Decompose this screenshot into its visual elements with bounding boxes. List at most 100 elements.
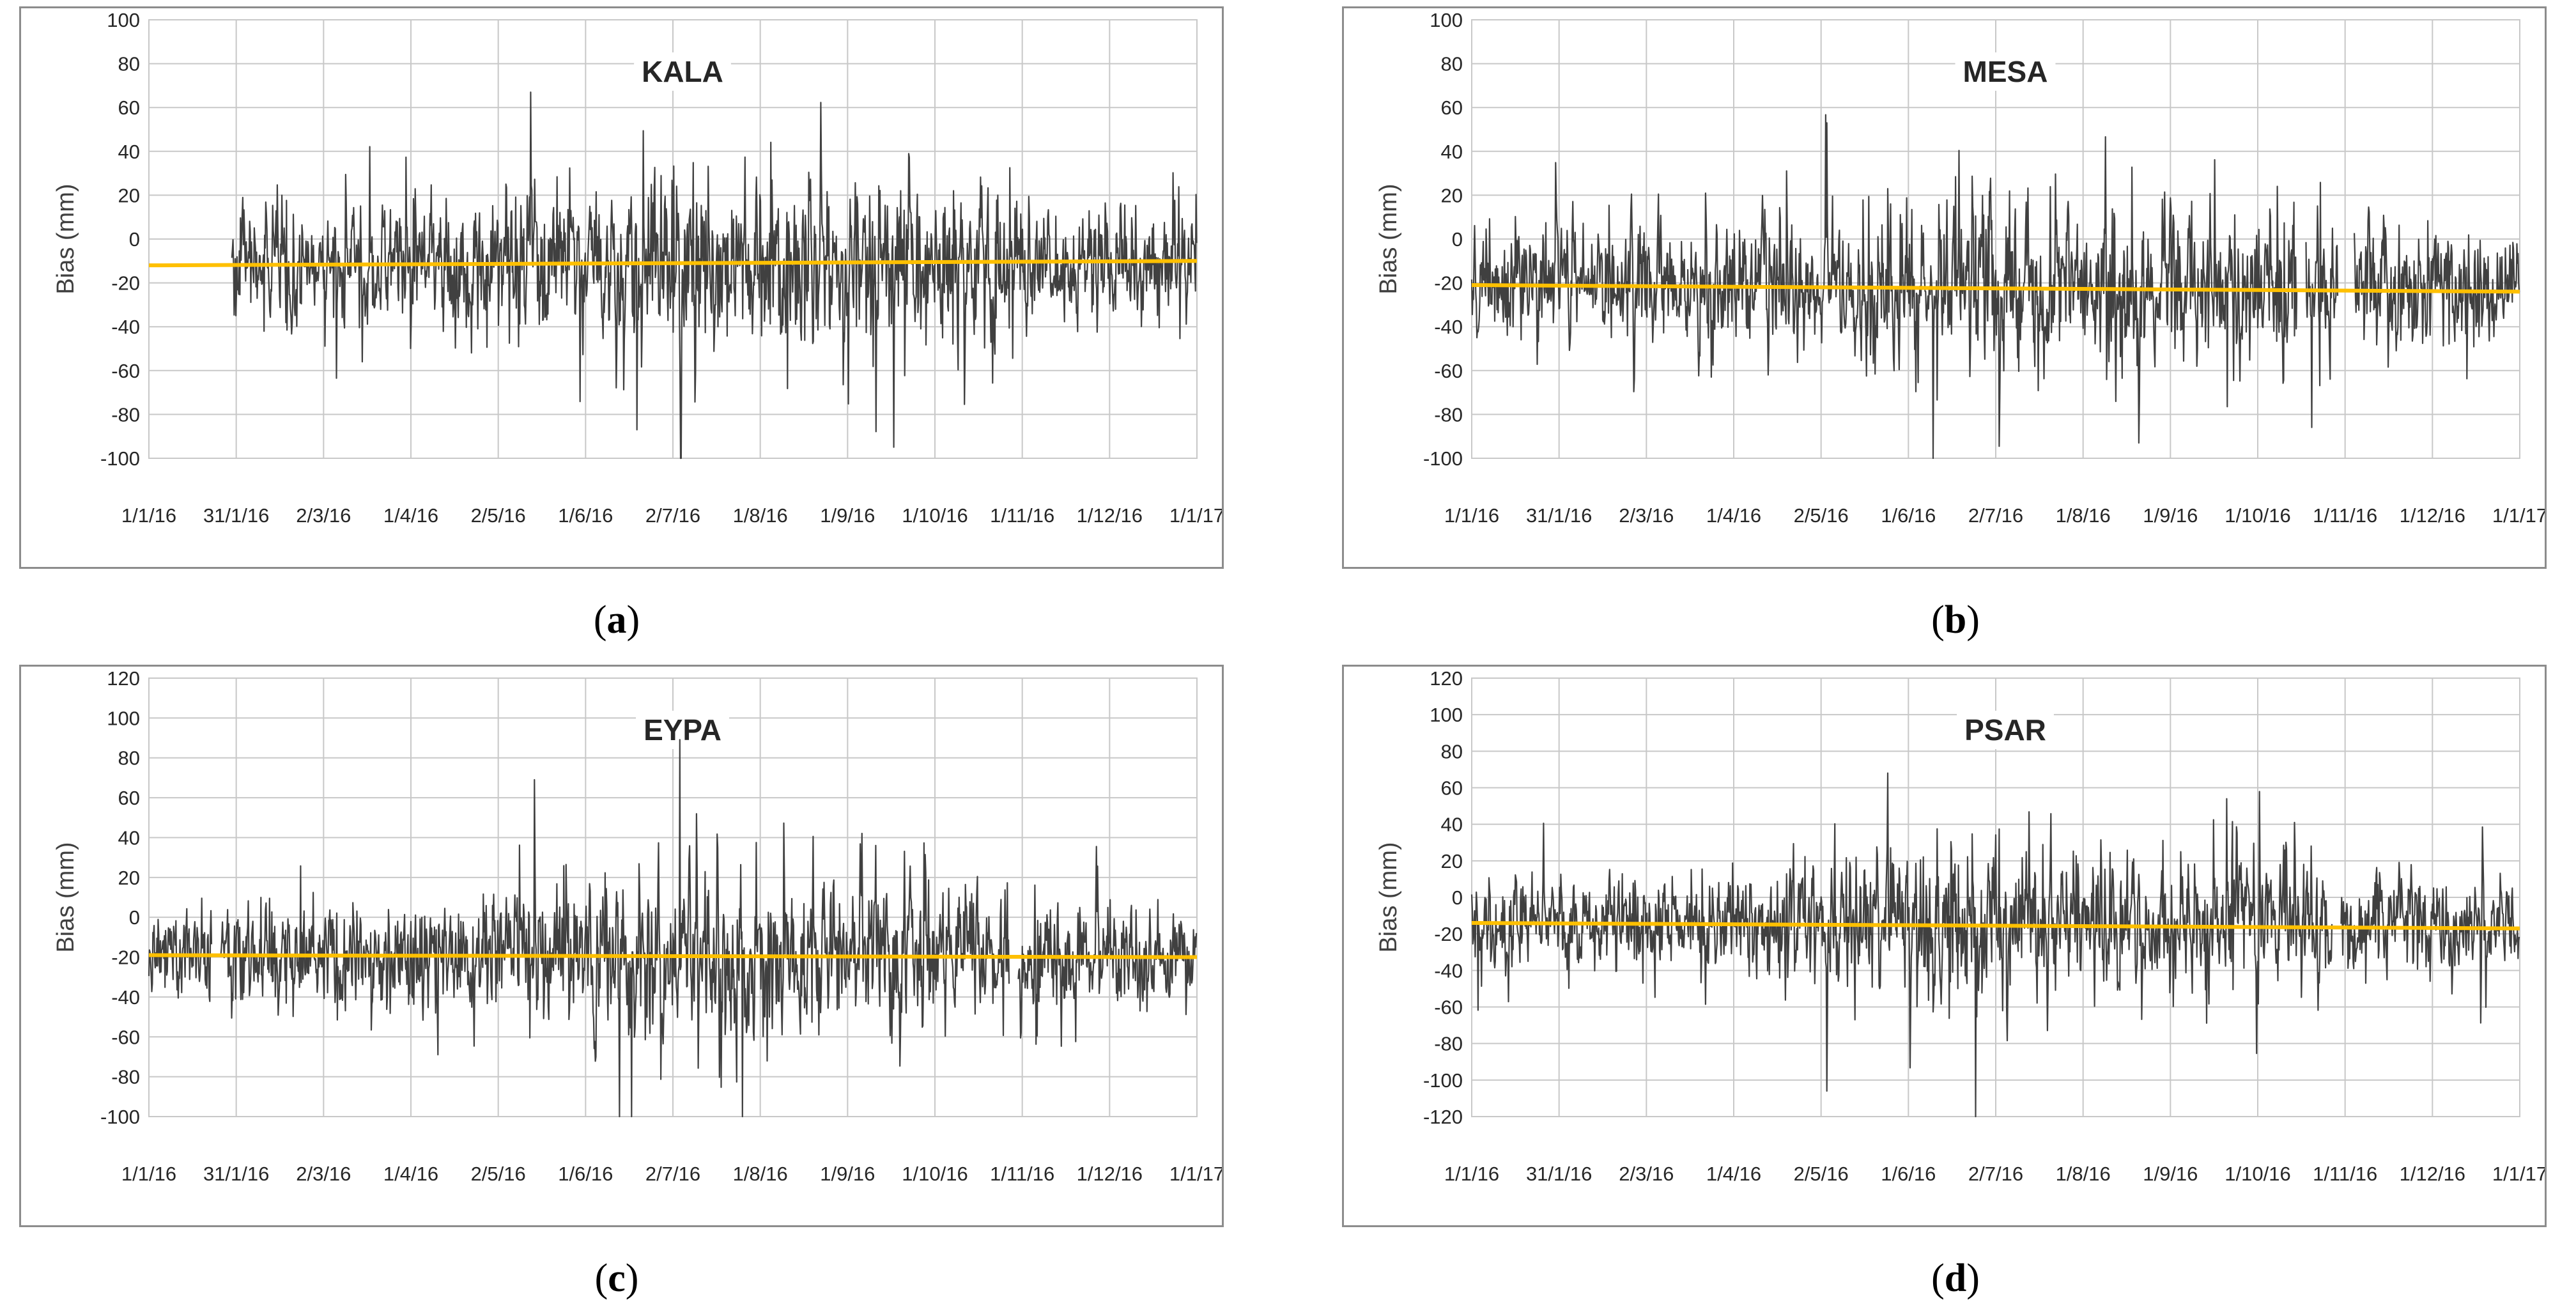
y-tick-label: -80 xyxy=(1434,403,1463,426)
y-tick-label: -100 xyxy=(1423,1069,1463,1092)
chart-panel-b: -100 -80 -60 -40 -20 0 20 40 60 80 100 1/1/16 31/1/1… xyxy=(1342,6,2547,569)
y-tick-label: 40 xyxy=(1441,814,1463,836)
y-axis-title: Bias (mm) xyxy=(1375,842,1402,952)
y-tick-label: -80 xyxy=(111,1066,140,1088)
x-tick-label: 31/1/16 xyxy=(1526,1163,1592,1185)
chart-title: KALA xyxy=(642,55,723,88)
y-axis-title: Bias (mm) xyxy=(52,183,79,294)
chart-svg-a: -100 -80 -60 -40 -20 0 20 40 60 80 100 1/1/16 31/1/1… xyxy=(52,9,1222,527)
x-tick-label: 1/1/17 xyxy=(2492,1163,2545,1185)
x-tick-label: 1/11/16 xyxy=(2313,504,2377,527)
x-tick-label: 1/1/16 xyxy=(121,504,176,527)
series-line-bias xyxy=(1470,772,2520,1118)
y-tick-label: -100 xyxy=(1423,447,1463,470)
caption-a-letter: a xyxy=(606,598,627,642)
x-tick-label: 1/6/16 xyxy=(558,1163,613,1185)
y-tick-label: 100 xyxy=(1430,9,1463,31)
x-tick-label: 1/11/16 xyxy=(990,1163,1054,1185)
y-tick-label: 100 xyxy=(1430,704,1463,726)
x-tick-label: 1/12/16 xyxy=(2400,1163,2465,1185)
x-tick-label: 2/5/16 xyxy=(471,1163,526,1185)
caption-c: (c) xyxy=(594,1257,639,1300)
chart-panel-c: -100 -80 -60 -40 -20 0 20 40 60 80 100 120 1/1/16 31/… xyxy=(19,665,1224,1227)
x-tick-label: 2/3/16 xyxy=(1619,1163,1674,1185)
x-tick-label: 1/4/16 xyxy=(383,504,438,527)
y-axis-title: Bias (mm) xyxy=(1375,183,1402,294)
trend-line xyxy=(148,259,1198,268)
x-tick-label: 1/8/16 xyxy=(2056,504,2111,527)
x-tick-label: 1/9/16 xyxy=(820,504,875,527)
plot-area xyxy=(1471,19,2520,459)
x-tick-label: 2/5/16 xyxy=(471,504,526,527)
trend-line xyxy=(1471,283,2520,294)
x-tick-label: 31/1/16 xyxy=(203,504,269,527)
x-tick-label: 2/5/16 xyxy=(1794,1163,1849,1185)
y-tick-label: 100 xyxy=(107,9,140,31)
series-line-bias xyxy=(1470,114,2520,460)
y-tick-label: 80 xyxy=(1441,53,1463,75)
x-tick-label: 1/1/16 xyxy=(1444,504,1499,527)
y-tick-label: -80 xyxy=(111,403,140,426)
chart-svg-c: -100 -80 -60 -40 -20 0 20 40 60 80 100 120 1/1/16 31/… xyxy=(52,667,1222,1185)
x-tick-label: 1/1/17 xyxy=(1169,504,1222,527)
y-tick-label: 40 xyxy=(118,141,140,163)
x-tick-label: 2/3/16 xyxy=(296,1163,351,1185)
y-tick-label: -60 xyxy=(111,360,140,382)
caption-c-letter: c xyxy=(608,1257,626,1300)
y-tick-label: 60 xyxy=(1441,777,1463,800)
x-tick-label: 1/12/16 xyxy=(2400,504,2465,527)
caption-d: (d) xyxy=(1931,1257,1980,1300)
chart-title-bg xyxy=(636,711,729,749)
x-tick-label: 1/1/16 xyxy=(1444,1163,1499,1185)
x-tick-label: 1/1/17 xyxy=(2492,504,2545,527)
x-tick-label: 1/11/16 xyxy=(2313,1163,2377,1185)
y-tick-label: 60 xyxy=(118,787,140,809)
y-tick-label: 20 xyxy=(118,184,140,206)
x-tick-label: 2/3/16 xyxy=(296,504,351,527)
chart-title: PSAR xyxy=(1964,713,2046,747)
y-tick-label: -40 xyxy=(111,316,140,338)
y-tick-label: 0 xyxy=(129,906,140,929)
chart-svg-b: -100 -80 -60 -40 -20 0 20 40 60 80 100 1/1/16 31/1/1… xyxy=(1375,9,2545,527)
y-tick-label: -60 xyxy=(111,1026,140,1048)
x-tick-label: 1/10/16 xyxy=(902,1163,968,1185)
x-tick-label: 1/1/17 xyxy=(1169,1163,1222,1185)
y-tick-label: -20 xyxy=(111,272,140,295)
y-tick-label: 0 xyxy=(129,228,140,251)
y-tick-label: -20 xyxy=(1434,923,1463,945)
chart-title-bg xyxy=(1955,52,2056,91)
x-tick-label: 31/1/16 xyxy=(203,1163,269,1185)
y-tick-label: 120 xyxy=(1430,667,1463,690)
x-tick-label: 1/9/16 xyxy=(2143,504,2198,527)
x-tick-label: 1/8/16 xyxy=(733,1163,788,1185)
y-tick-label: 40 xyxy=(118,826,140,849)
caption-b-letter: b xyxy=(1944,598,1967,642)
x-tick-label: 1/9/16 xyxy=(820,1163,875,1185)
y-tick-label: -20 xyxy=(111,947,140,969)
y-tick-label: 0 xyxy=(1452,228,1463,251)
x-tick-label: 1/9/16 xyxy=(2143,1163,2198,1185)
caption-d-letter: d xyxy=(1944,1257,1967,1300)
y-tick-label: 60 xyxy=(1441,97,1463,119)
x-tick-label: 1/6/16 xyxy=(1881,504,1936,527)
x-tick-label: 2/7/16 xyxy=(1968,504,2023,527)
x-tick-label: 31/1/16 xyxy=(1526,504,1592,527)
x-tick-label: 1/6/16 xyxy=(558,504,613,527)
x-tick-label: 2/5/16 xyxy=(1794,504,1849,527)
caption-a: (a) xyxy=(593,598,640,642)
x-tick-label: 1/4/16 xyxy=(383,1163,438,1185)
x-tick-label: 1/8/16 xyxy=(2056,1163,2111,1185)
y-tick-label: 40 xyxy=(1441,141,1463,163)
chart-title: MESA xyxy=(1963,55,2048,88)
x-tick-label: 1/6/16 xyxy=(1881,1163,1936,1185)
series-line-bias xyxy=(231,91,1198,460)
y-tick-label: -120 xyxy=(1423,1106,1463,1128)
y-tick-label: 80 xyxy=(118,747,140,770)
trend-line xyxy=(148,953,1198,959)
chart-svg-d: -120 -100 -80 -60 -40 -20 0 20 40 60 80 100 120 1/1/1… xyxy=(1375,667,2545,1185)
y-tick-label: -100 xyxy=(100,1106,140,1128)
x-tick-label: 1/8/16 xyxy=(733,504,788,527)
y-tick-label: 20 xyxy=(118,867,140,889)
chart-panel-d: -120 -100 -80 -60 -40 -20 0 20 40 60 80 100 120 1/1/1… xyxy=(1342,665,2547,1227)
x-tick-label: 2/7/16 xyxy=(645,1163,700,1185)
